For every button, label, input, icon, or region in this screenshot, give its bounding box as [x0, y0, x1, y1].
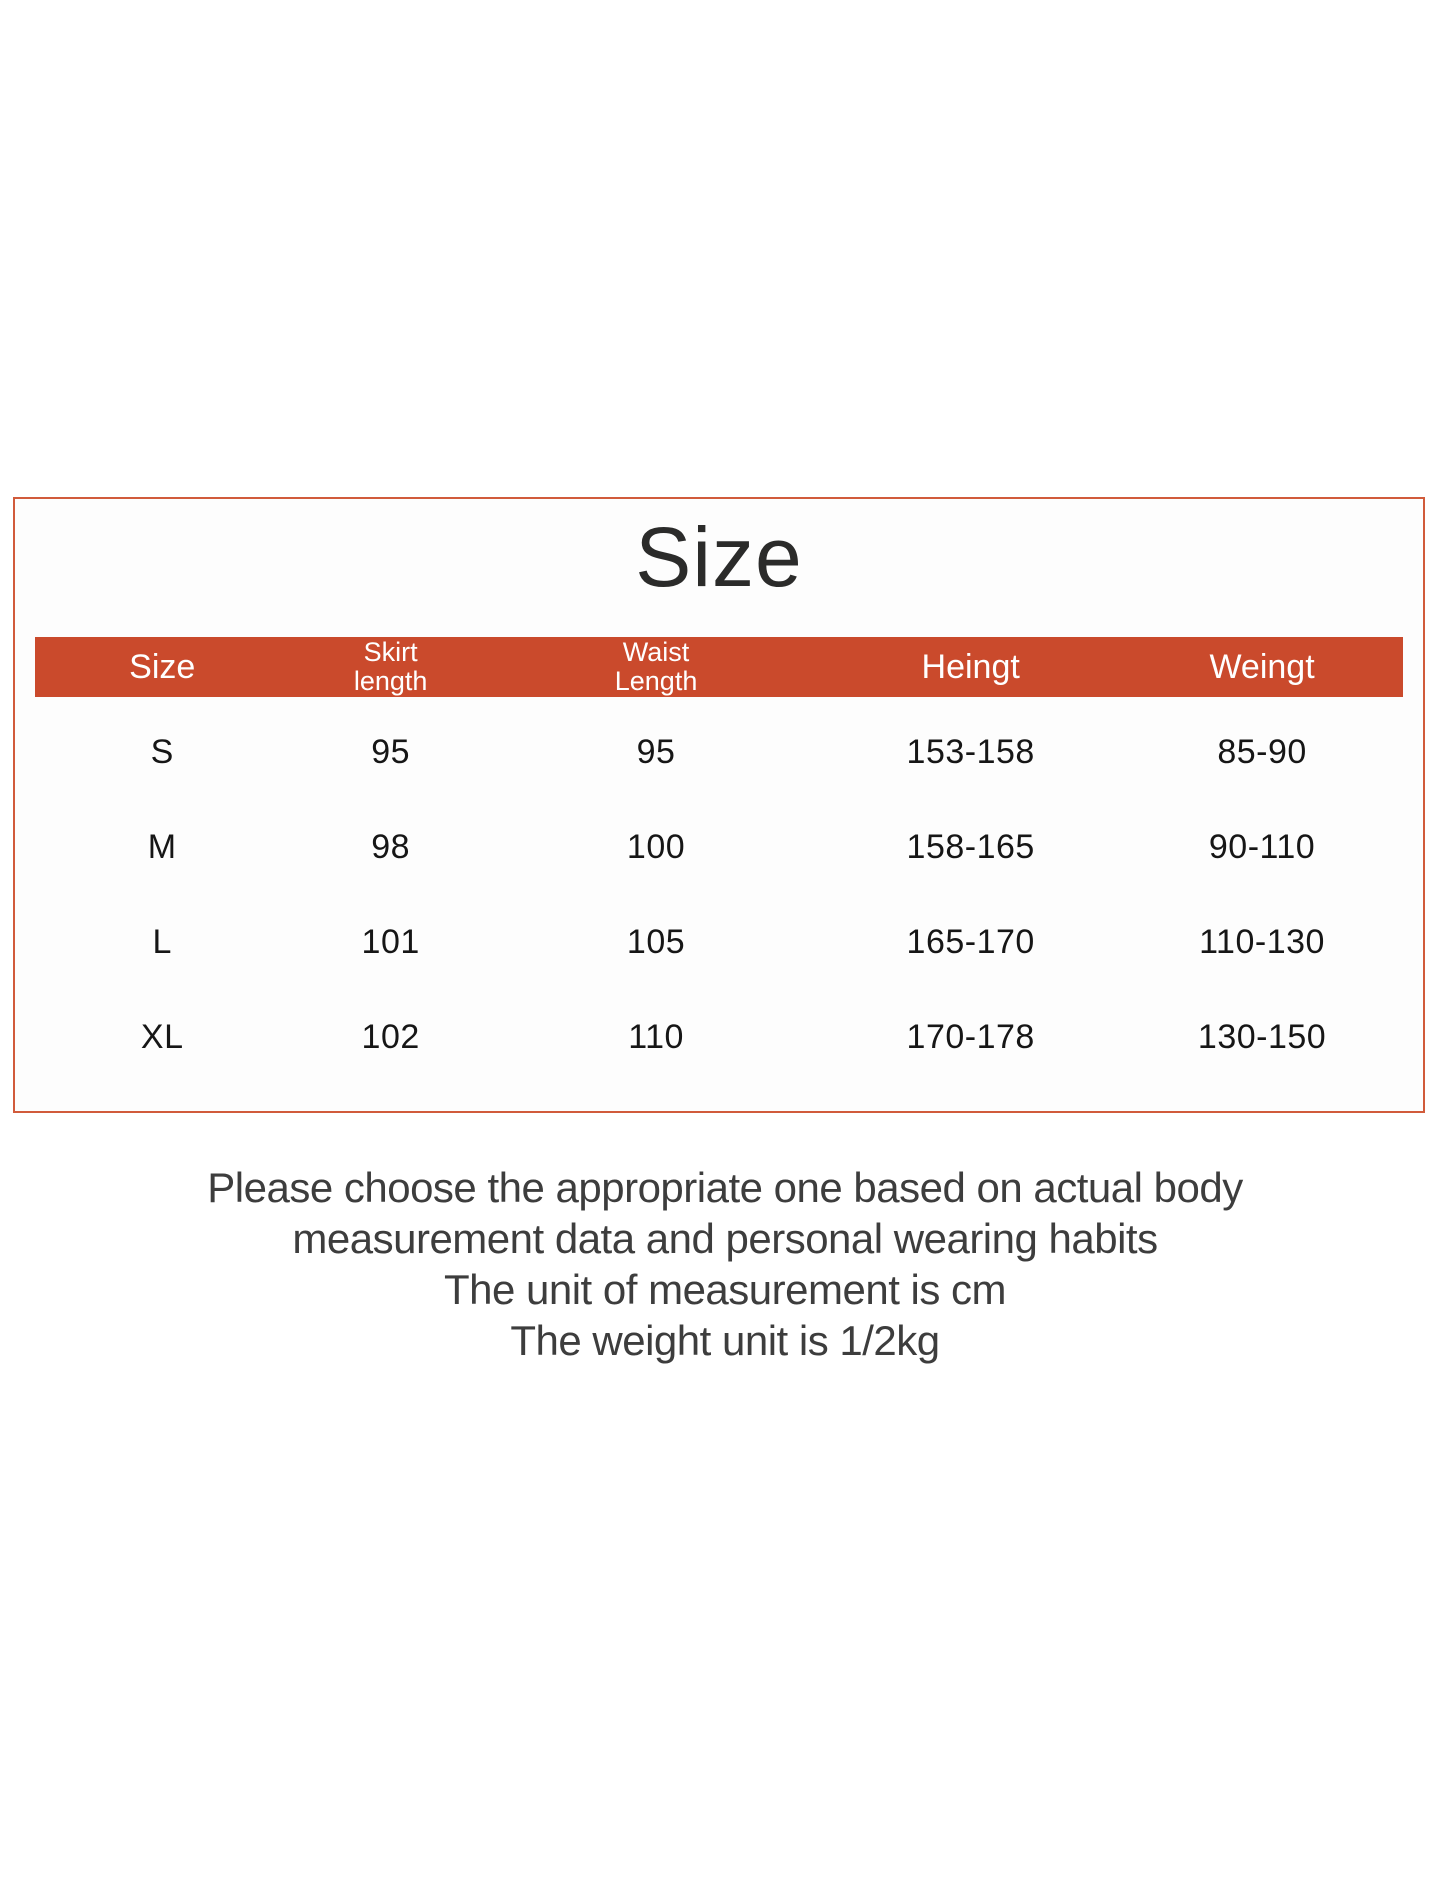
size-chart-box: Size Size Skirt length Waist Length Hein… — [13, 497, 1425, 1113]
header-col-skirt-length-line1: Skirt — [363, 636, 418, 667]
header-col-size: Size — [35, 650, 289, 684]
cell-waist-length: 105 — [626, 923, 686, 961]
header-col-weight-label: Weingt — [1209, 648, 1315, 686]
header-col-skirt-length-line2: length — [353, 666, 428, 696]
cell-weight: 130-150 — [1197, 1018, 1327, 1056]
cell-height: 158-165 — [906, 828, 1035, 866]
cell-waist-length: 95 — [636, 733, 676, 771]
cell-skirt-length: 95 — [371, 733, 411, 771]
table-row-m: M 98 100 158-165 90-110 — [35, 800, 1403, 895]
note-line-1: Please choose the appropriate one based … — [207, 1164, 1243, 1211]
note-line-3: The unit of measurement is cm — [443, 1266, 1007, 1313]
cell-waist-length: 110 — [628, 1018, 684, 1056]
cell-weight: 90-110 — [1208, 828, 1316, 866]
cell-weight: 85-90 — [1217, 733, 1307, 771]
cell-size: L — [152, 923, 172, 961]
cell-size: M — [147, 828, 177, 866]
cell-height: 165-170 — [906, 923, 1035, 961]
header-col-waist-length-line1: Waist — [622, 636, 690, 667]
cell-size: S — [150, 733, 174, 771]
size-chart-title: Size — [635, 510, 803, 604]
measurement-notes: Please choose the appropriate one based … — [0, 1162, 1450, 1366]
header-col-waist-length-line2: Length — [614, 666, 698, 696]
header-col-skirt-length: Skirt length — [289, 636, 491, 696]
note-line-2: measurement data and personal wearing ha… — [292, 1215, 1158, 1262]
size-chart-header-row: Size Skirt length Waist Length Heingt We… — [35, 637, 1403, 697]
header-col-waist-length: Waist Length — [492, 636, 820, 696]
cell-skirt-length: 102 — [361, 1018, 420, 1056]
header-col-height: Heingt — [820, 650, 1121, 684]
cell-height: 153-158 — [906, 733, 1035, 771]
table-row-s: S 95 95 153-158 85-90 — [35, 705, 1403, 800]
note-line-4: The weight unit is 1/2kg — [510, 1317, 940, 1364]
size-chart-body: S 95 95 153-158 85-90 M 98 100 158-165 9… — [35, 705, 1403, 1085]
cell-skirt-length: 101 — [361, 923, 420, 961]
cell-height: 170-178 — [906, 1018, 1035, 1056]
cell-weight: 110-130 — [1199, 923, 1325, 961]
header-col-weight: Weingt — [1121, 650, 1403, 684]
cell-skirt-length: 98 — [371, 828, 411, 866]
cell-waist-length: 100 — [626, 828, 686, 866]
header-col-height-label: Heingt — [921, 648, 1020, 686]
table-row-xl: XL 102 110 170-178 130-150 — [35, 990, 1403, 1085]
table-row-l: L 101 105 165-170 110-130 — [35, 895, 1403, 990]
header-col-size-label: Size — [129, 648, 196, 686]
cell-size: XL — [140, 1018, 184, 1056]
